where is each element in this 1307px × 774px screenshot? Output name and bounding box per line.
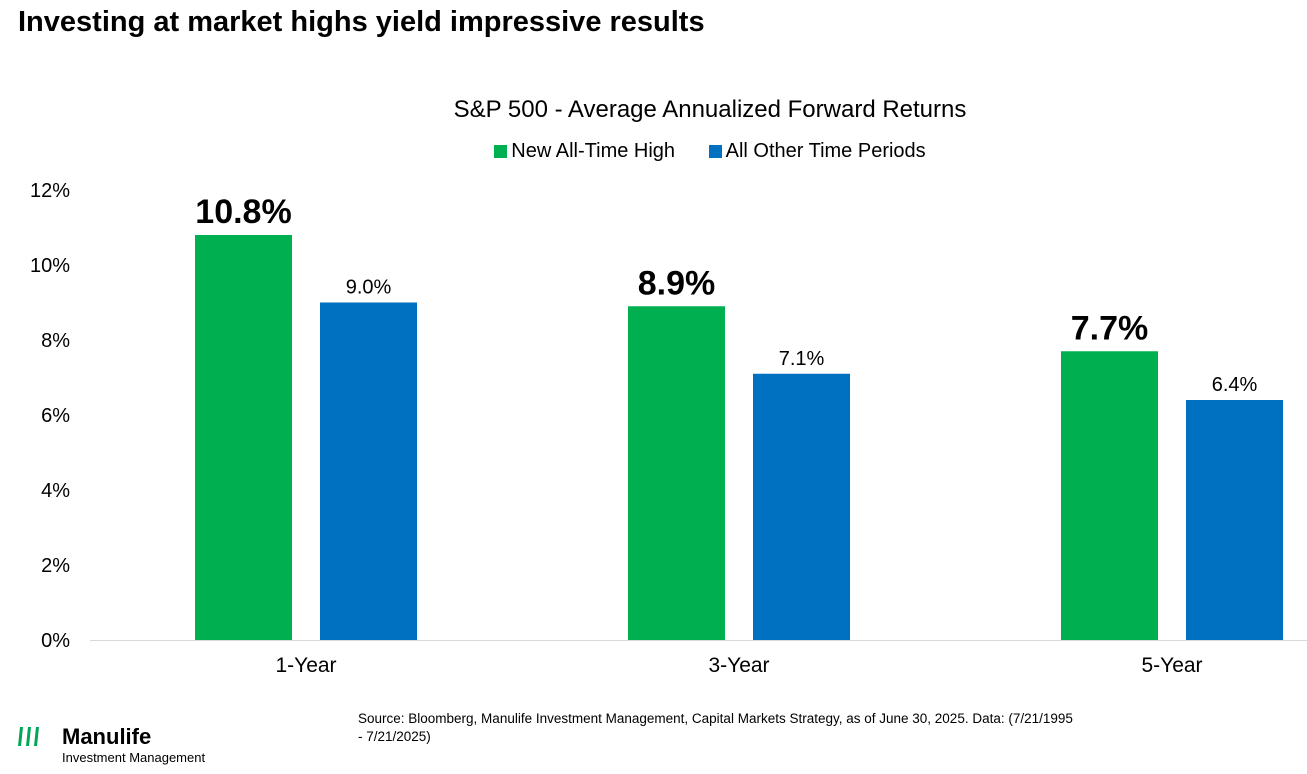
legend-item-all-other-time-periods: All Other Time Periods [708, 140, 926, 163]
source-note: Source: Bloomberg, Manulife Investment M… [358, 711, 1073, 744]
y-tick-label: 12% [30, 180, 70, 202]
y-tick-label: 0% [41, 630, 70, 652]
bar-3-year-all-other-time-periods [753, 373, 850, 640]
chart-legend: New All-Time High All Other Time Periods [0, 140, 1307, 164]
y-tick-label: 6% [41, 405, 70, 427]
y-tick-label: 2% [41, 555, 70, 577]
chart-title: S&P 500 - Average Annualized Forward Ret… [453, 96, 967, 123]
logo-subtitle: Investment Management [62, 750, 206, 765]
legend-item-new-all-time-high: New All-Time High [494, 140, 675, 163]
data-label: 8.9% [638, 264, 716, 302]
data-label: 7.1% [779, 348, 825, 370]
data-label: 7.7% [1071, 309, 1149, 347]
logo-name: Manulife [62, 724, 152, 749]
x-tick-label: 1-Year [275, 654, 336, 677]
data-label: 10.8% [195, 193, 291, 231]
page-headline: Investing at market highs yield impressi… [18, 6, 705, 38]
bar-1-year-all-other-time-periods [320, 302, 417, 640]
legend-label-new-all-time-high: New All-Time High [511, 140, 676, 162]
legend-label-all-other-time-periods: All Other Time Periods [725, 140, 926, 162]
x-tick-label: 3-Year [708, 654, 769, 677]
y-tick-label: 10% [30, 255, 70, 277]
x-tick-label: 5-Year [1141, 654, 1202, 677]
bar-5-year-new-all-time-high [1061, 351, 1158, 640]
legend-swatch-green [494, 145, 508, 158]
manulife-logo: Manulife Investment Management [16, 724, 205, 766]
y-tick-label: 4% [41, 480, 70, 502]
y-tick-label: 8% [41, 330, 70, 352]
bar-3-year-new-all-time-high [628, 306, 725, 640]
legend-swatch-blue [708, 145, 722, 158]
bar-1-year-new-all-time-high [195, 235, 292, 640]
data-label: 9.0% [346, 277, 392, 299]
manulife-logo-icon [18, 727, 39, 746]
data-label: 6.4% [1212, 374, 1258, 396]
bar-5-year-all-other-time-periods [1186, 400, 1283, 640]
bar-chart: 0% 2% 4% 6% 8% 10% 12% 10.8% 9.0% 1-Year 8.9% 7.1% 3… [30, 180, 1307, 677]
